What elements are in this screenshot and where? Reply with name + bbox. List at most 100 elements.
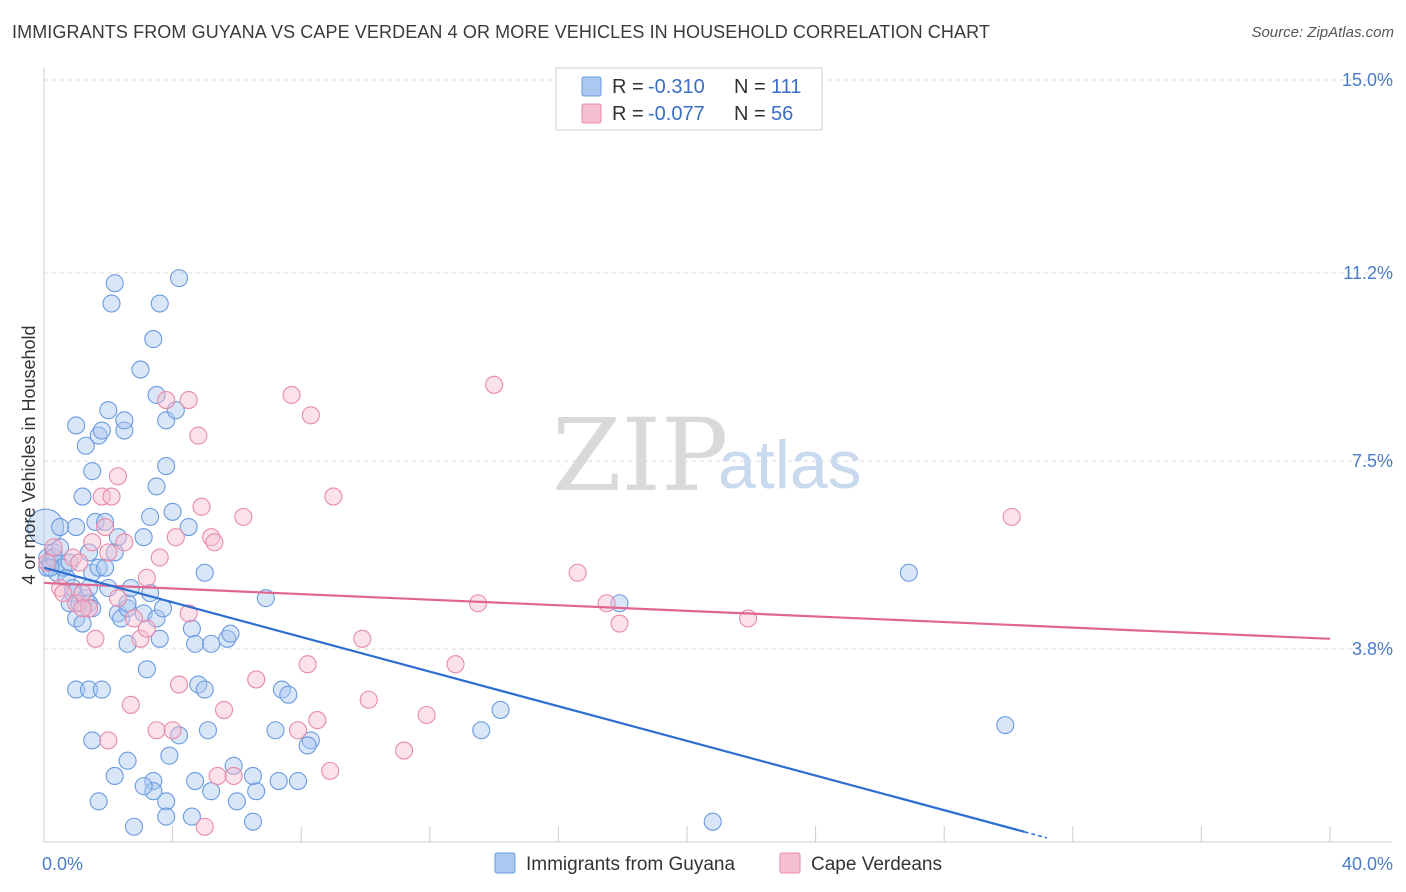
watermark-atlas: atlas (718, 427, 862, 503)
guyana-point (182, 619, 201, 638)
cape-verdean-point (298, 655, 317, 674)
cape-verdean-point (44, 538, 63, 557)
guyana-point (144, 771, 163, 791)
cape-verdean-point (38, 553, 57, 572)
cape-verdean-point (73, 599, 92, 618)
cape-verdean-point (163, 721, 182, 740)
cape-verdean-point (157, 390, 176, 410)
guyana-point (147, 385, 166, 405)
bottom-legend-swatch-pink (779, 852, 801, 874)
guyana-point (73, 614, 92, 633)
guyana-point (150, 629, 169, 648)
cape-verdean-point (96, 517, 115, 537)
legend-n-value-1: 111 (771, 76, 801, 98)
trend-lines (43, 566, 1331, 839)
cape-verdean-trend-line (43, 581, 1331, 640)
guyana-point (247, 782, 266, 801)
guyana-point (147, 477, 166, 496)
guyana-point (298, 736, 317, 755)
y-tick-label-1: 7.5% (1352, 451, 1393, 471)
guyana-point (67, 680, 86, 699)
cape-verdean-point (70, 553, 89, 572)
guyana-point (118, 751, 137, 770)
guyana-point (157, 792, 176, 811)
guyana-point (221, 624, 240, 643)
cape-verdean-point (208, 766, 227, 786)
guyana-point (491, 700, 510, 719)
x-tick-labels: 0.0% 40.0% (42, 854, 1393, 874)
guyana-point (243, 812, 263, 831)
guyana-point (89, 426, 108, 445)
guyana-point (269, 771, 288, 791)
cape-verdean-point (115, 533, 134, 552)
cape-verdean-point (179, 604, 198, 623)
guyana-point (60, 553, 79, 572)
guyana-point (105, 274, 124, 293)
guyana-point (157, 807, 176, 826)
cape-verdean-point (224, 766, 243, 786)
cape-verdean-point (359, 690, 378, 709)
cape-verdean-point (308, 711, 327, 730)
cape-verdean-point (597, 594, 616, 613)
source-credit: Source: ZipAtlas.com (1251, 24, 1394, 41)
cape-verdean-point (205, 533, 224, 552)
guyana-point (131, 360, 150, 379)
cape-verdean-point (73, 584, 92, 603)
guyana-point (89, 792, 108, 811)
guyana-point (141, 507, 160, 526)
guyana-point (227, 792, 246, 811)
guyana-point (76, 589, 95, 608)
cape-verdean-point (131, 629, 150, 648)
guyana-point (124, 817, 144, 836)
bottom-legend: Immigrants from Guyana Cape Verdeans (494, 852, 942, 875)
y-axis-label: 4 or more Vehicles in Household (19, 325, 39, 584)
legend-n-label-1: N = (734, 76, 766, 98)
cape-verdean-point (92, 487, 111, 506)
guyana-point (301, 731, 320, 750)
cape-verdean-point (179, 390, 198, 410)
cape-verdean-point (288, 721, 308, 740)
guyana-point (134, 777, 153, 796)
cape-verdean-point (86, 629, 105, 648)
cape-verdean-point (137, 568, 156, 587)
cape-verdean-point (121, 695, 140, 714)
cape-verdean-point (169, 675, 189, 694)
cape-verdean-point (108, 589, 127, 608)
cape-verdean-point (202, 528, 221, 547)
guyana-point (186, 634, 205, 653)
guyana-point (83, 731, 102, 750)
guyana-point (224, 756, 243, 775)
bottom-legend-label-guyana: Immigrants from Guyana (526, 854, 735, 875)
cape-verdean-point (83, 533, 102, 552)
guyana-point (76, 436, 95, 455)
x-tick-label-min: 0.0% (42, 854, 83, 874)
cape-verdean-point (1002, 507, 1021, 526)
guyana-point (89, 558, 108, 577)
guyana-point (99, 401, 118, 420)
cape-verdean-point (568, 563, 587, 582)
watermark: ZIP atlas (552, 397, 862, 514)
cape-verdean-point (137, 619, 156, 638)
guyana-point (83, 462, 102, 481)
cape-verdean-point (485, 375, 504, 394)
cape-verdean-point (353, 629, 372, 648)
guyana-trend-line (43, 566, 1025, 833)
guyana-point (144, 330, 163, 349)
cape-verdean-point (192, 497, 211, 516)
guyana-point (169, 269, 189, 288)
cape-verdean-point (247, 670, 266, 689)
guyana-point (186, 771, 205, 791)
cape-verdean-point (99, 731, 118, 750)
legend-r-value-2: -0.077 (648, 103, 705, 125)
cape-verdean-point (234, 507, 253, 526)
cape-verdean-point (214, 700, 234, 719)
watermark-zip: ZIP (552, 397, 728, 514)
guyana-point (202, 634, 221, 653)
legend-r-label-1: R = (612, 76, 644, 98)
legend-n-label-2: N = (734, 103, 766, 125)
guyana-point (86, 512, 105, 532)
guyana-point (182, 807, 201, 826)
cape-verdean-point (102, 487, 121, 506)
guyana-point (195, 680, 214, 699)
